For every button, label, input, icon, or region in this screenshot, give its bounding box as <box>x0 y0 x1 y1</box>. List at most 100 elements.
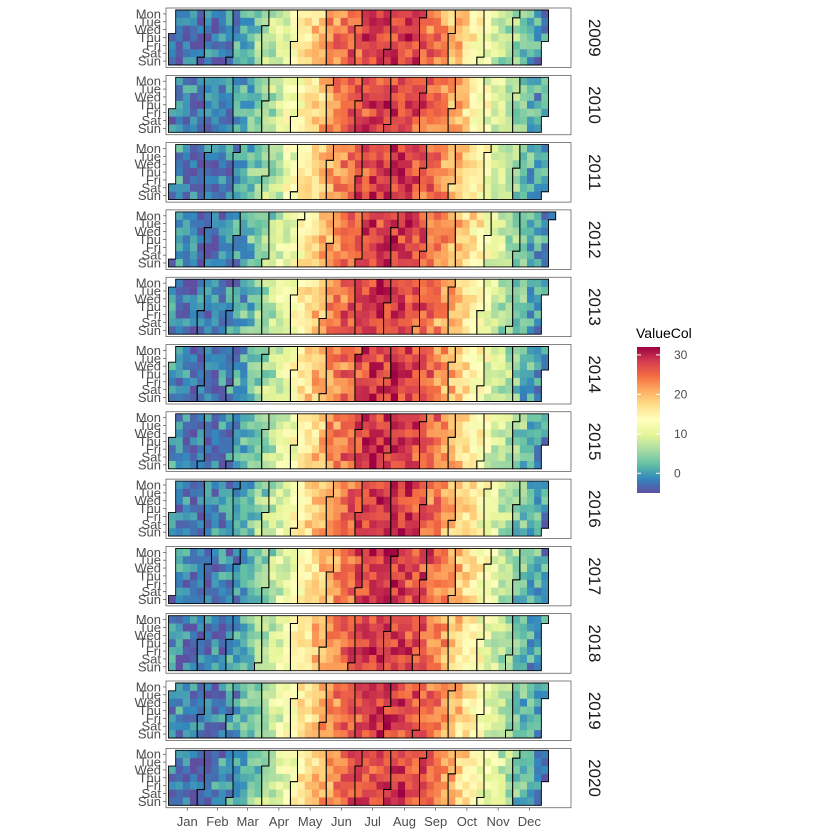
day-cell <box>268 116 277 125</box>
day-cell <box>261 124 270 133</box>
day-cell <box>182 445 191 454</box>
day-cell <box>476 421 485 430</box>
day-cell <box>290 294 298 304</box>
day-cell <box>218 176 227 185</box>
day-cell <box>276 706 284 715</box>
day-cell <box>354 176 363 185</box>
day-cell <box>440 758 449 767</box>
day-cell <box>276 77 284 86</box>
day-cell <box>311 144 320 153</box>
day-cell <box>498 512 506 521</box>
day-cell <box>225 460 234 470</box>
day-cell <box>433 235 442 244</box>
day-cell <box>405 631 413 640</box>
day-cell <box>433 116 442 125</box>
day-cell <box>218 654 227 664</box>
day-cell <box>505 25 514 34</box>
day-cell <box>304 730 313 739</box>
day-cell <box>462 766 470 775</box>
day-cell <box>218 211 227 221</box>
day-cell <box>225 623 234 632</box>
day-cell <box>519 33 528 42</box>
day-cell <box>168 362 177 371</box>
day-cell <box>405 144 413 153</box>
day-cell <box>319 49 327 58</box>
day-cell <box>476 722 485 731</box>
day-cell <box>433 152 442 161</box>
day-cell <box>534 460 542 470</box>
day-cell <box>240 789 248 798</box>
day-cell <box>283 93 291 102</box>
day-cell <box>519 789 528 798</box>
day-cell <box>290 421 298 430</box>
day-cell <box>297 488 306 498</box>
day-cell <box>340 310 349 319</box>
day-cell <box>233 354 241 363</box>
day-cell <box>190 797 198 806</box>
day-cell <box>541 362 549 371</box>
day-cell <box>440 10 449 19</box>
day-cell <box>448 698 456 707</box>
day-cell <box>204 116 212 125</box>
day-cell <box>175 362 184 371</box>
day-cell <box>190 310 198 319</box>
day-cell <box>218 93 227 102</box>
day-cell <box>491 766 499 775</box>
day-cell <box>354 504 363 513</box>
day-cell <box>319 556 327 565</box>
day-cell <box>247 520 255 529</box>
day-cell <box>412 437 420 446</box>
day-cell <box>175 421 184 430</box>
day-cell <box>376 564 384 573</box>
day-cell <box>347 310 356 319</box>
day-cell <box>505 57 514 66</box>
day-cell <box>197 548 205 557</box>
weekday-label: Fri <box>146 778 161 793</box>
day-cell <box>326 25 334 34</box>
day-cell <box>433 453 442 462</box>
day-cell <box>240 77 248 86</box>
day-cell <box>290 85 298 94</box>
day-cell <box>290 346 298 355</box>
day-cell <box>225 318 234 327</box>
day-cell <box>412 251 420 260</box>
day-cell <box>283 571 291 581</box>
day-cell <box>197 49 205 58</box>
day-cell <box>455 488 463 498</box>
day-cell <box>333 124 341 133</box>
day-cell <box>397 183 406 193</box>
day-cell <box>168 183 177 193</box>
day-cell <box>197 302 205 311</box>
day-cell <box>397 556 406 565</box>
day-cell <box>311 528 320 537</box>
day-cell <box>276 243 284 252</box>
day-cell <box>340 152 349 161</box>
day-cell <box>433 287 442 296</box>
day-cell <box>261 152 270 161</box>
day-cell <box>491 93 499 102</box>
month-boundaries <box>168 749 549 806</box>
weekday-label: Mon <box>136 343 161 358</box>
day-cell <box>455 496 463 506</box>
day-cell <box>541 176 549 185</box>
weekday-label: Sun <box>138 727 161 742</box>
day-cell <box>440 100 449 110</box>
day-cell <box>512 512 521 521</box>
day-cell <box>218 528 227 537</box>
day-cell <box>218 722 227 731</box>
day-cell <box>340 654 349 664</box>
day-cell <box>347 413 356 423</box>
day-cell <box>462 279 470 288</box>
day-cell <box>340 460 349 470</box>
day-cell <box>448 722 456 731</box>
day-cell <box>505 639 514 648</box>
day-cell <box>462 168 470 177</box>
day-cell <box>197 144 205 153</box>
day-cell <box>268 318 277 327</box>
day-cell <box>333 41 341 50</box>
day-cell <box>419 662 427 672</box>
day-cell <box>283 631 291 640</box>
day-cell <box>204 571 212 581</box>
day-cell <box>498 758 506 767</box>
day-cell <box>319 318 327 327</box>
